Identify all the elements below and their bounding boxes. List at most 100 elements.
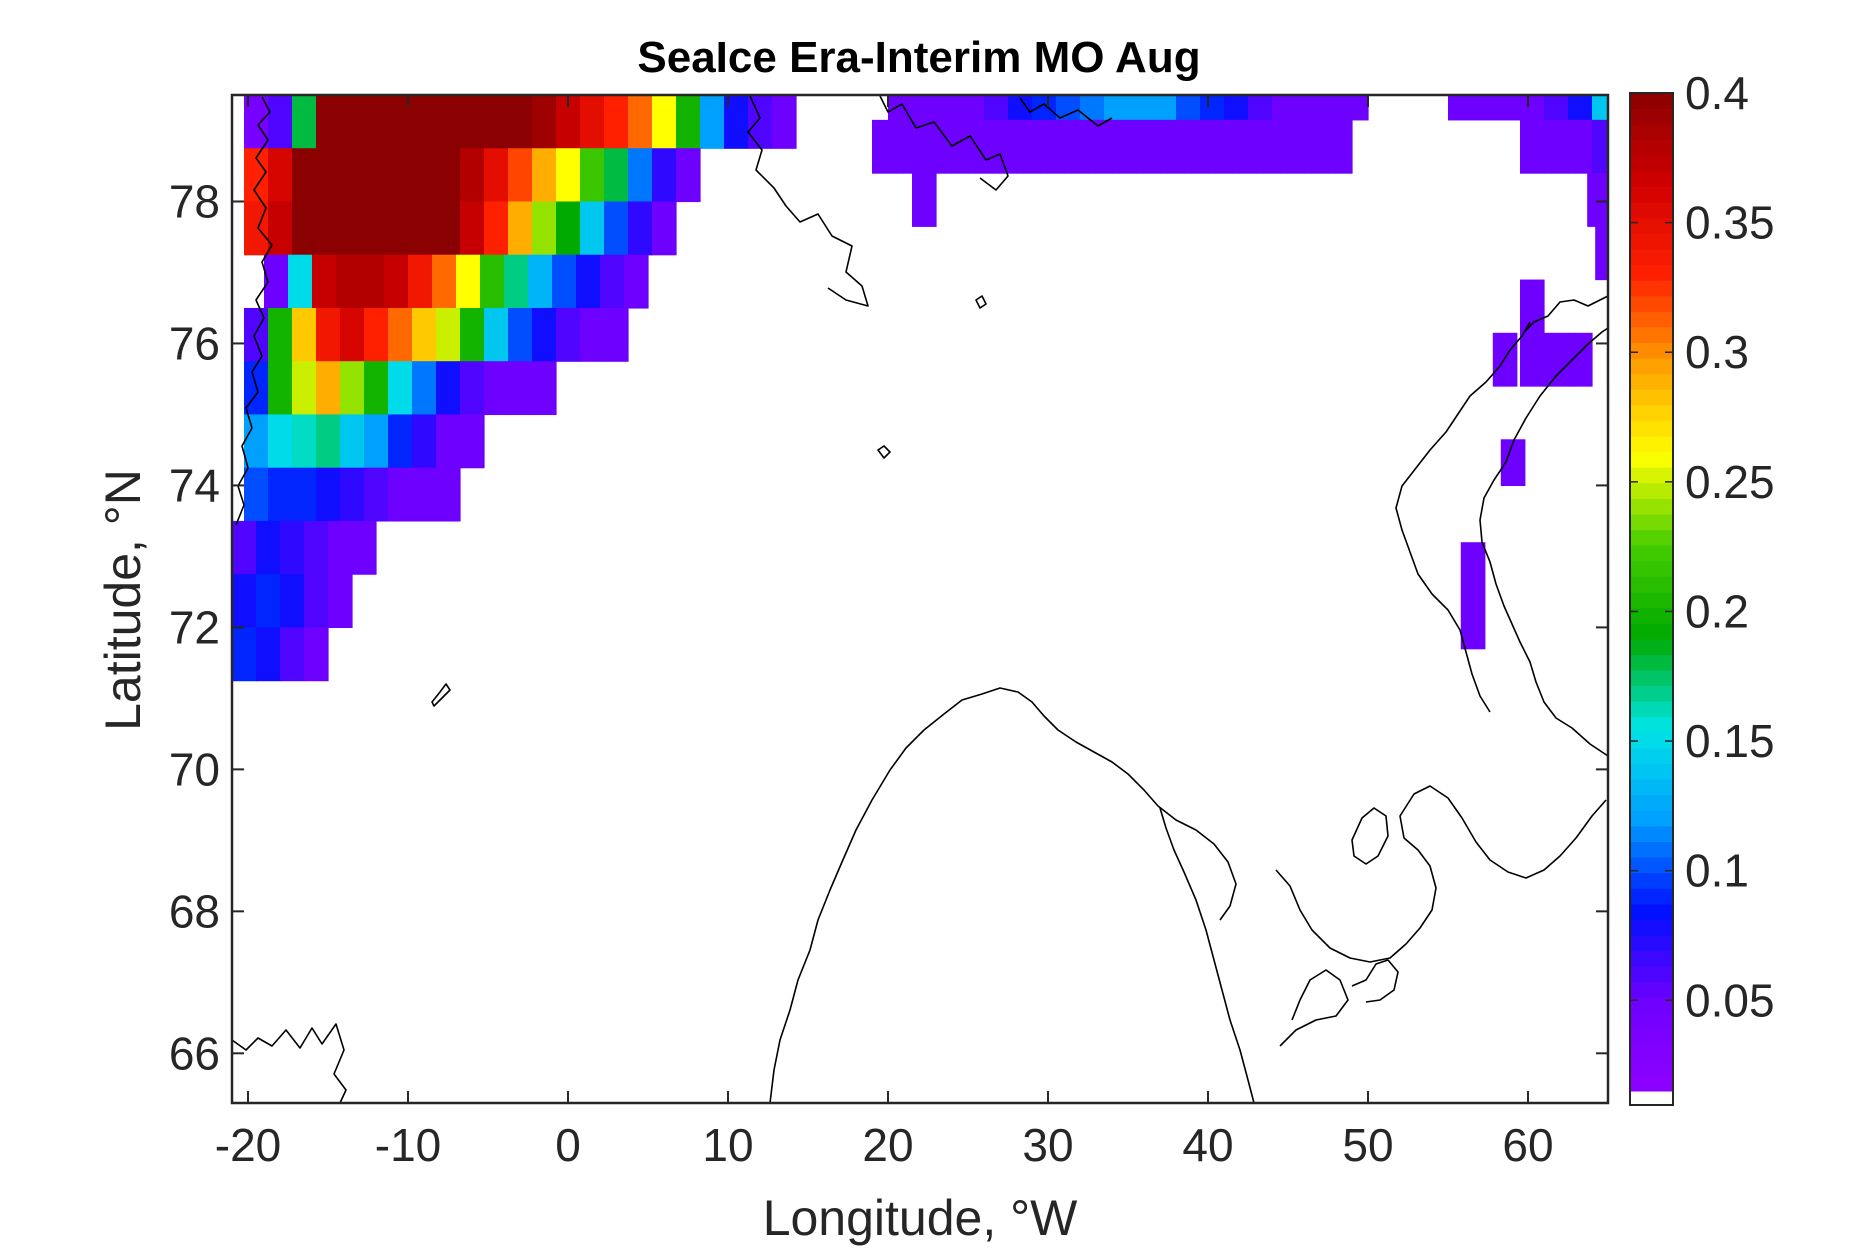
colorbar-swatch (1630, 560, 1673, 577)
colorbar-swatch (1630, 311, 1673, 328)
heatmap-cell (388, 414, 413, 469)
colorbar-swatch (1630, 545, 1673, 562)
heatmap-cell (1128, 95, 1153, 121)
heatmap-cell (484, 148, 509, 203)
coastline-jan-mayen (431, 683, 451, 707)
heatmap-cell (580, 201, 605, 256)
heatmap-cell (388, 148, 413, 203)
heatmap-cell (388, 201, 413, 256)
heatmap-cell (1304, 119, 1329, 174)
colorbar-gradient (1630, 93, 1673, 1105)
colorbar-swatch (1630, 623, 1673, 640)
heatmap-cell (1592, 95, 1609, 121)
heatmap-cell (1080, 95, 1105, 121)
heatmap-cell (280, 574, 305, 628)
heatmap-cell (480, 254, 505, 309)
heatmap-cell (628, 201, 653, 256)
heatmap-cell (268, 361, 293, 416)
coastline-norway (769, 687, 1255, 1104)
heatmap-cell (1152, 95, 1177, 121)
heatmap-cell (268, 414, 293, 469)
heatmap-cell (412, 414, 437, 469)
heatmap-cell (412, 201, 437, 256)
colorbar-swatch (1630, 295, 1673, 312)
heatmap-cell (1587, 173, 1609, 227)
x-tick-label: 30 (1022, 1119, 1073, 1171)
heatmap-cell (388, 361, 413, 416)
colorbar-swatch (1630, 233, 1673, 250)
heatmap-cell (244, 307, 269, 362)
heatmap-cell (292, 467, 317, 522)
colorbar-tick-label: 0.05 (1685, 974, 1775, 1026)
heatmap-cell (268, 201, 293, 256)
heatmap-cell (912, 173, 937, 227)
heatmap-cell (1136, 119, 1161, 174)
coastline-kola (1275, 785, 1607, 963)
colorbar-swatch (1630, 248, 1673, 266)
coastline-novaya-zemlya (1395, 321, 1609, 757)
heatmap-cell (1176, 95, 1201, 121)
heatmap-cell (532, 95, 557, 149)
colorbar-swatch (1630, 950, 1673, 967)
colorbar-swatch (1630, 124, 1673, 141)
heatmap-cell (408, 254, 433, 309)
colorbar-swatch (1630, 139, 1673, 156)
heatmap-cell (944, 119, 969, 174)
heatmap-cell (1088, 119, 1113, 174)
heatmap-cell (532, 361, 557, 416)
heatmap-cell (1595, 226, 1609, 281)
colorbar-ticks: 0.05 0.1 0.15 0.2 0.25 0.3 0.35 0.4 (1630, 67, 1775, 1026)
heatmap-cell (460, 414, 485, 469)
coastline-bear-island (877, 445, 891, 459)
heatmap-cell (364, 361, 389, 416)
y-tick-label: 76 (169, 317, 220, 369)
x-tick-label: 0 (555, 1119, 581, 1171)
colorbar-swatch (1630, 217, 1673, 234)
heatmap-cell (256, 520, 281, 575)
heatmap-cell (1568, 119, 1593, 174)
heatmap-cell (244, 467, 269, 522)
heatmap-cell (508, 201, 533, 256)
colorbar-tick-label: 0.35 (1685, 197, 1775, 249)
heatmap-cell (912, 95, 937, 121)
heatmap-cell (1328, 119, 1353, 174)
y-tick-label: 72 (169, 601, 220, 653)
heatmap-cell (280, 627, 305, 682)
heatmap-cell (508, 95, 533, 149)
heatmap-cell (288, 254, 313, 309)
heatmap-cell (600, 254, 625, 309)
heatmap-cell (316, 148, 341, 203)
heatmap-cell (432, 254, 457, 309)
heatmap-cell (484, 361, 509, 416)
colorbar-swatch (1630, 747, 1673, 765)
colorbar-frame (1629, 92, 1674, 1106)
heatmap-cell (436, 467, 461, 522)
heatmap-cell (652, 201, 677, 256)
heatmap-cell (1568, 95, 1593, 121)
heatmap-cell (604, 201, 629, 256)
heatmap-cell (1208, 119, 1233, 174)
heatmap-cell (360, 254, 385, 309)
heatmap-cell (316, 414, 341, 469)
heatmap-cell (1104, 95, 1129, 121)
chart-title: SeaIce Era-Interim MO Aug (637, 33, 1200, 82)
colorbar-swatch (1630, 170, 1673, 188)
heatmap-cell (268, 467, 293, 522)
heatmap-cell (1296, 95, 1321, 121)
heatmap-cell (1232, 119, 1257, 174)
colorbar-swatch (1630, 966, 1673, 983)
heatmap-cell (1544, 95, 1569, 121)
colorbar-tick-label: 0.4 (1685, 67, 1749, 119)
heatmap-cell (1280, 119, 1305, 174)
y-tick-label: 74 (169, 459, 220, 511)
colorbar-swatch (1630, 108, 1673, 125)
heatmap-cell (484, 307, 509, 362)
colorbar-swatch (1630, 888, 1673, 905)
colorbar-swatch (1630, 280, 1673, 297)
heatmap-cell (580, 95, 605, 149)
heatmap-cell (676, 95, 701, 149)
coastline-greenland (235, 96, 273, 526)
colorbar-swatch (1630, 498, 1673, 515)
x-tick-label: 40 (1182, 1119, 1233, 1171)
heatmap-cell (316, 201, 341, 256)
